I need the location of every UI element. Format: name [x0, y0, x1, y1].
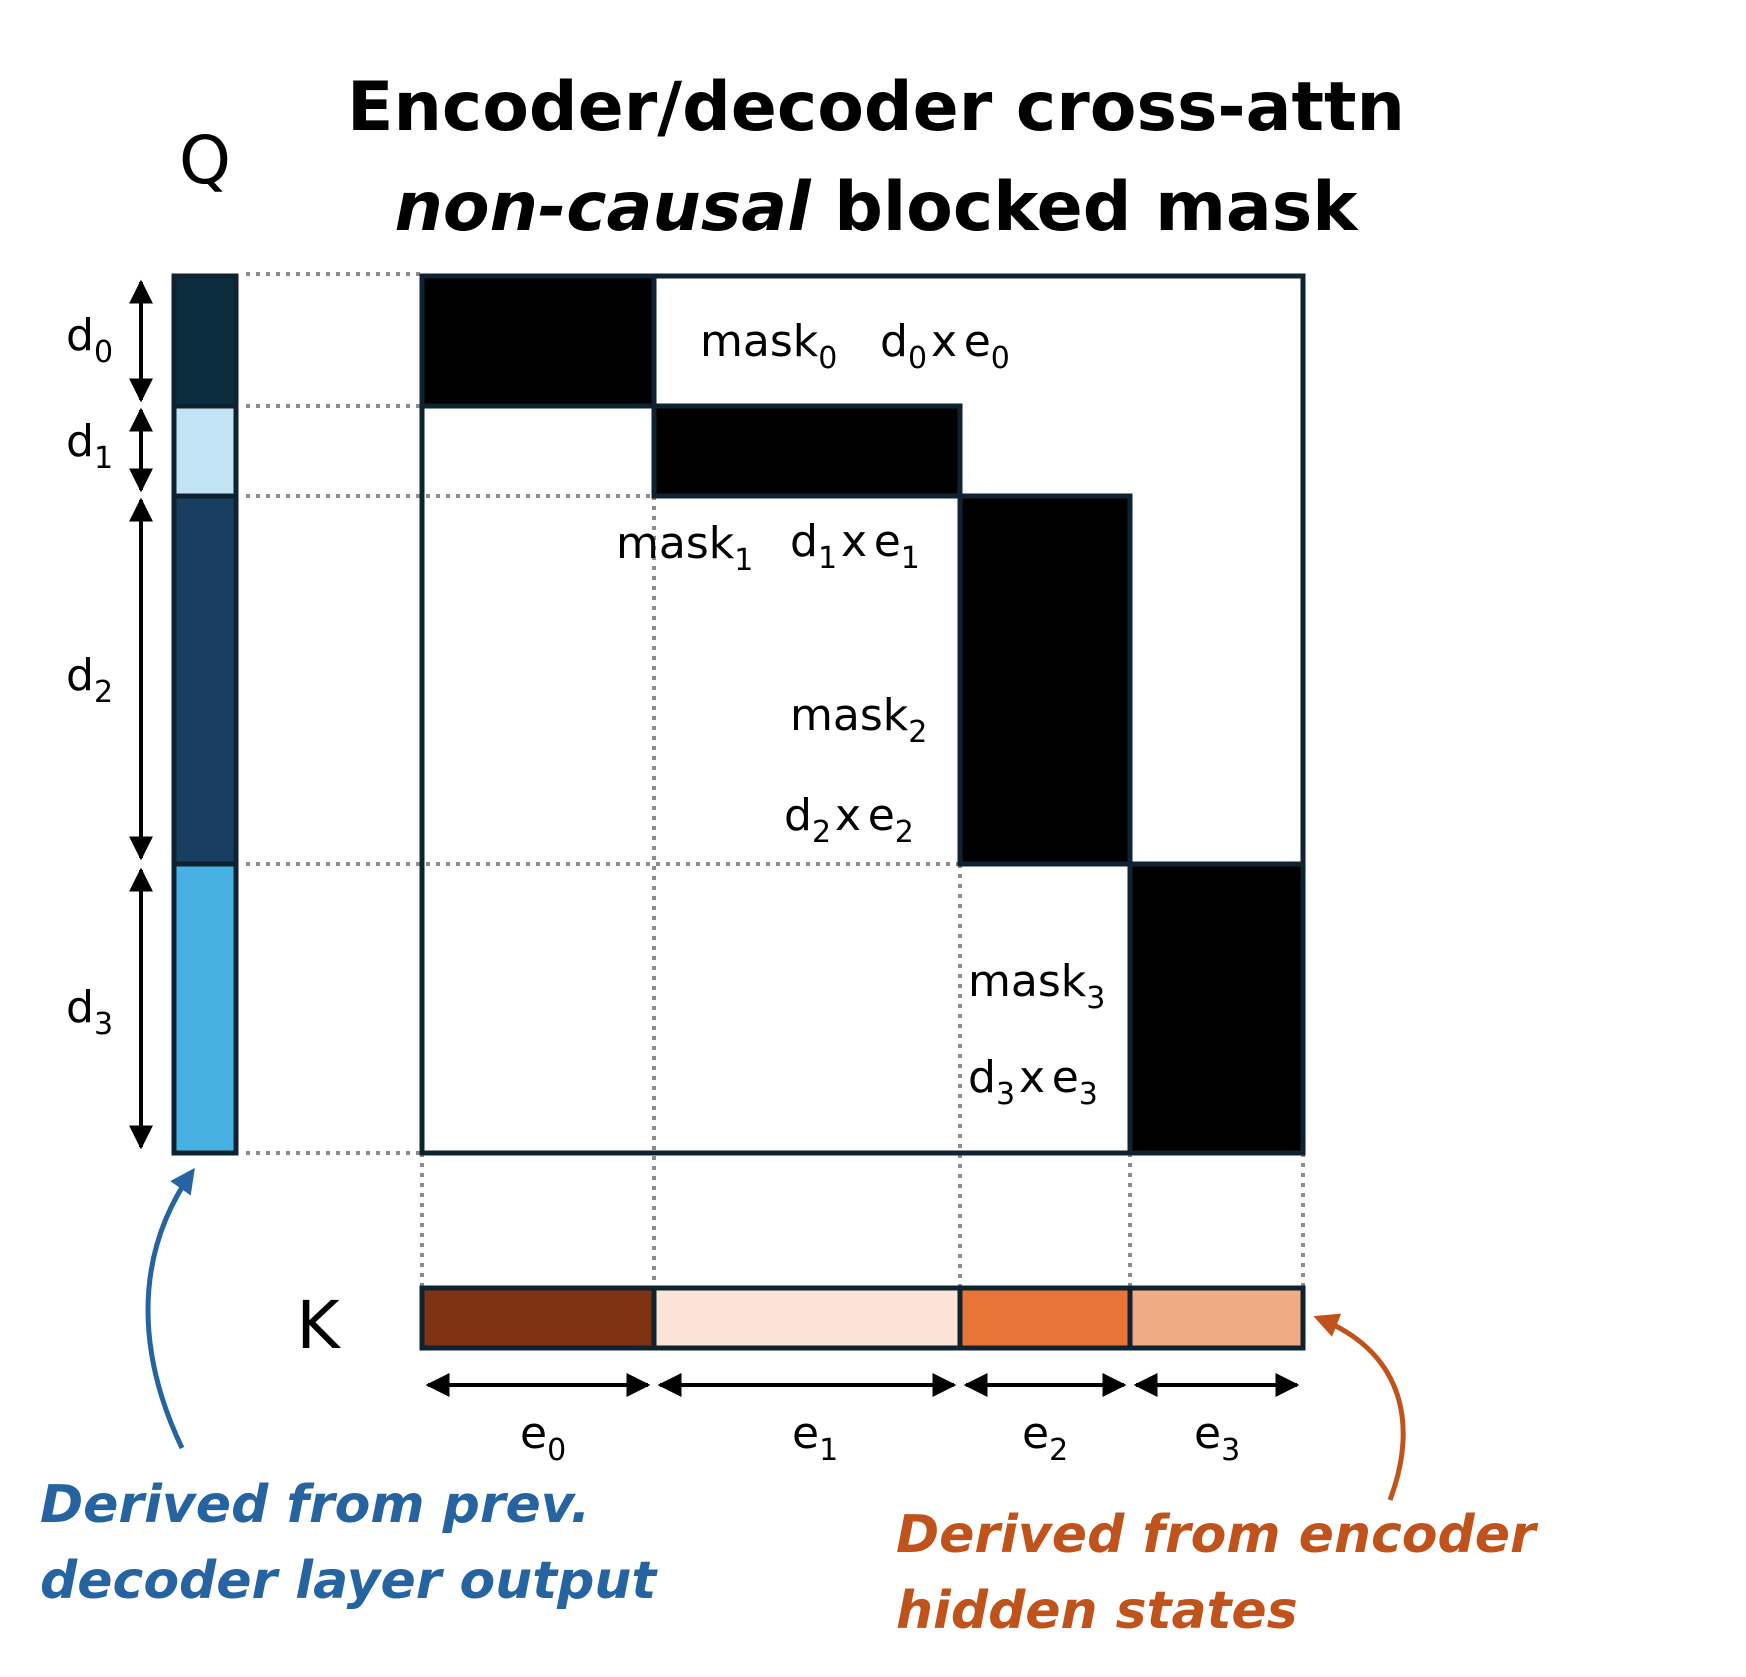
title-rest: blocked mask [811, 168, 1360, 247]
q-note-line-1: Derived from prev. [40, 1475, 590, 1535]
k-segment-0 [419, 1285, 657, 1351]
k-note-line-1: Derived from encoder [896, 1505, 1539, 1565]
mask-1-label: mask1 d1x e1 [616, 516, 920, 578]
k-segment-2 [957, 1285, 1133, 1351]
mask-block-3 [1127, 861, 1306, 1156]
mask-3-label: mask3 d3x e3 [968, 956, 1105, 1112]
q-segment-2 [171, 493, 239, 867]
q-label: Q [179, 122, 231, 199]
q-segment-0 [171, 273, 239, 409]
q-segment-1 [171, 403, 239, 499]
q-note-arrow [145, 1167, 195, 1450]
k-dim-label-1: e1 [792, 1408, 838, 1468]
q-bar [171, 273, 239, 1156]
svg-text:mask2: mask2 [790, 690, 927, 750]
svg-text:mask3: mask3 [968, 956, 1105, 1016]
k-label: K [296, 1287, 341, 1364]
mask-block-1 [651, 403, 963, 499]
svg-text:mask0: mask0 [700, 316, 837, 376]
k-segment-1 [651, 1285, 963, 1351]
k-segment-3 [1127, 1285, 1306, 1351]
title-line-2: non-causal blocked mask [394, 168, 1359, 247]
q-dim-label-1: d1 [66, 416, 113, 476]
title-italic-word: non-causal [394, 168, 812, 247]
mask-2-label: mask2 d2x e2 [784, 690, 927, 850]
q-dim-label-2: d2 [66, 650, 113, 710]
title-line-1: Encoder/decoder cross-attn [347, 68, 1405, 147]
k-dim-label-0: e0 [520, 1408, 566, 1468]
q-dim-label-0: d0 [66, 310, 113, 370]
k-note-arrow [1313, 1313, 1406, 1501]
q-segment-3 [171, 861, 239, 1156]
k-note-line-2: hidden states [896, 1581, 1298, 1641]
q-dim-label-3: d3 [66, 982, 113, 1042]
mask-block-2 [957, 493, 1133, 867]
k-dim-label-2: e2 [1022, 1408, 1068, 1468]
k-bar [419, 1285, 1306, 1351]
q-note-line-2: decoder layer output [40, 1551, 658, 1611]
mask-matrix-frame [419, 273, 1306, 1156]
mask-0-label: mask0 d0x e0 [700, 316, 1010, 376]
k-dim-label-3: e3 [1194, 1408, 1240, 1468]
mask-block-0 [419, 273, 657, 409]
svg-text:mask1: mask1 [616, 518, 753, 578]
